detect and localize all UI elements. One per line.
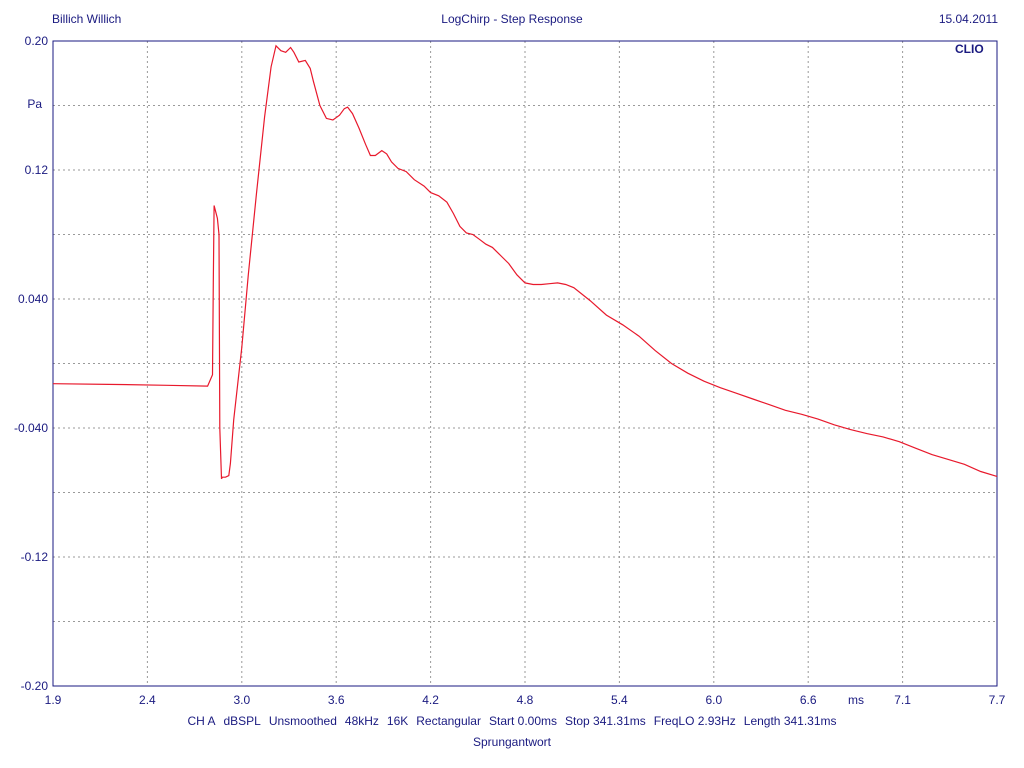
setting-item: Length 341.31ms [743, 714, 837, 728]
x-tick-label: 2.4 [139, 693, 156, 707]
x-tick-label: 7.1 [894, 693, 911, 707]
footer-caption: Sprungantwort [472, 735, 552, 749]
y-tick-label: 0.040 [18, 292, 48, 306]
y-axis-unit-label: Pa [27, 97, 42, 111]
x-tick-label: 4.2 [422, 693, 439, 707]
x-tick-label: 1.9 [45, 693, 62, 707]
setting-item: 16K [386, 714, 409, 728]
setting-item: Start 0.00ms [488, 714, 558, 728]
x-tick-label: 3.6 [328, 693, 345, 707]
setting-item: 48kHz [344, 714, 379, 728]
setting-item: Stop 341.31ms [565, 714, 646, 728]
header-date: 15.04.2011 [938, 12, 998, 26]
y-tick-label: 0.20 [25, 34, 49, 48]
header-left-label: Billich Willich [52, 12, 122, 26]
y-tick-label: 0.12 [25, 163, 49, 177]
setting-item: Rectangular [416, 714, 481, 728]
x-tick-labels: 1.9 2.4 3.0 3.6 4.2 4.8 5.4 6.0 6.6 7.1 7.7 [45, 693, 1006, 707]
measurement-settings: CH A dBSPL Unsmoothed 48kHz 16K Rectangular St… [0, 714, 1024, 728]
plot-frame [52, 40, 998, 687]
y-tick-label: -0.040 [14, 421, 48, 435]
y-tick-labels: 0.20 0.12 0.040 -0.040 -0.12 -0.20 [14, 34, 48, 693]
x-tick-label: 6.0 [705, 693, 722, 707]
x-tick-label: 7.7 [989, 693, 1006, 707]
step-response-trace [52, 44, 998, 480]
setting-item: FreqLO 2.93Hz [653, 714, 736, 728]
x-tick-label: 3.0 [233, 693, 250, 707]
setting-item: Unsmoothed [268, 714, 337, 728]
setting-item: dBSPL [223, 714, 261, 728]
chart-title: LogChirp - Step Response [441, 12, 583, 26]
x-tick-label: 4.8 [517, 693, 534, 707]
x-axis-unit-label: ms [848, 693, 864, 707]
x-tick-label: 5.4 [611, 693, 628, 707]
setting-item: CH A [187, 714, 216, 728]
grid-lines [53, 41, 997, 686]
y-tick-label: -0.12 [21, 550, 49, 564]
x-tick-label: 6.6 [800, 693, 817, 707]
y-tick-label: -0.20 [21, 679, 49, 693]
clio-brand-label: CLIO [955, 42, 984, 56]
